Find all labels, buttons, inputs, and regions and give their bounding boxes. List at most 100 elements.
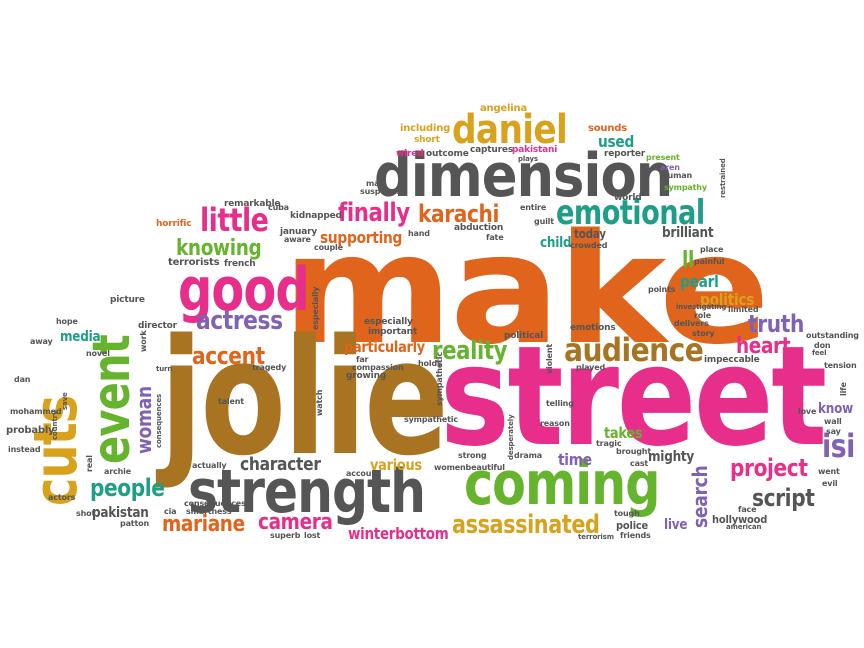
word-smartness: save bbox=[61, 392, 69, 410]
word-isi: isi bbox=[822, 427, 855, 465]
word-brilliant: brilliant bbox=[662, 225, 714, 241]
word-account: archie bbox=[104, 467, 131, 476]
word-fate: fate bbox=[486, 233, 504, 242]
word-today: today bbox=[574, 227, 606, 241]
word-holds: turn bbox=[156, 365, 173, 373]
word-reporter: reporter bbox=[604, 149, 646, 159]
word-investigating: consequences bbox=[184, 499, 246, 508]
word-terrorism: tough bbox=[614, 509, 640, 518]
word-political: emotions bbox=[570, 323, 616, 333]
word-watch: talent bbox=[218, 397, 244, 406]
word-supporting: supporting bbox=[320, 228, 403, 247]
word-little: little bbox=[200, 201, 269, 239]
word-jolie: jolie bbox=[160, 304, 449, 491]
word-particularly: particularly bbox=[344, 338, 425, 356]
word-crowded: crowded bbox=[570, 241, 608, 250]
word-archie: instead bbox=[8, 445, 41, 454]
word-takes: takes bbox=[604, 424, 643, 442]
word-aren: aren bbox=[660, 163, 680, 172]
word-time: time bbox=[558, 450, 592, 469]
word-feel: don bbox=[814, 341, 831, 350]
word-reason: sympathetic bbox=[404, 415, 458, 424]
word-child: child bbox=[540, 235, 572, 251]
word-reality: reality bbox=[432, 336, 508, 366]
word-telling: sympathetic bbox=[435, 352, 444, 406]
word-work: dan bbox=[14, 375, 31, 384]
word-strength: strength bbox=[188, 457, 426, 527]
word-kidnapped: kidnapped bbox=[290, 211, 342, 221]
word-police: police bbox=[616, 519, 649, 532]
word-womenbeautiful: strong bbox=[458, 451, 487, 460]
word-tough: superb bbox=[270, 531, 301, 540]
word-wired: wired bbox=[396, 149, 424, 159]
word-man: man bbox=[366, 179, 385, 188]
word-delivers: political bbox=[504, 331, 544, 341]
word-real: probably bbox=[6, 425, 55, 436]
word-portrays: restrained bbox=[719, 158, 727, 198]
word-painful: painful bbox=[694, 257, 725, 266]
word-far: work bbox=[139, 330, 148, 352]
word-superb: patton bbox=[120, 519, 150, 528]
word-aware: aware bbox=[284, 235, 311, 244]
word-actors: evil bbox=[822, 479, 838, 488]
word-guilt: guilt bbox=[534, 217, 554, 226]
word-love: reason bbox=[540, 419, 570, 428]
word-terrorists: terrorists bbox=[168, 257, 220, 268]
word-camera: camera bbox=[258, 510, 333, 535]
word-good: good bbox=[178, 255, 310, 325]
word-face: went bbox=[818, 467, 840, 476]
word-story: role bbox=[694, 311, 711, 320]
word-wall: life bbox=[839, 382, 848, 396]
word-job: plays bbox=[518, 155, 538, 163]
word-pakistani: pakistani bbox=[512, 145, 558, 155]
word-search: search bbox=[688, 465, 712, 528]
word-various: various bbox=[370, 456, 422, 474]
word-country: terrorism bbox=[578, 533, 614, 541]
word-place: place bbox=[700, 245, 724, 254]
word-couple: couple bbox=[314, 243, 343, 252]
word-people: people bbox=[90, 474, 165, 502]
word-actress: actress bbox=[196, 306, 283, 336]
word-added: investigating bbox=[676, 303, 727, 311]
word-picture: picture bbox=[110, 295, 145, 305]
word-french: french bbox=[224, 259, 256, 269]
word-patton: actors bbox=[48, 493, 76, 502]
word-mighty: mighty bbox=[648, 449, 695, 465]
word-character: character bbox=[240, 454, 321, 475]
word-tragedy: growing bbox=[346, 371, 387, 381]
word-restrained: smartness bbox=[186, 507, 232, 516]
word-tension: feel bbox=[812, 349, 827, 357]
word-coming: coming bbox=[464, 449, 660, 519]
word-knowing: knowing bbox=[176, 236, 262, 261]
word-street: street bbox=[440, 316, 827, 477]
word-karachi: karachi bbox=[418, 200, 499, 228]
word-brought: drama bbox=[514, 451, 543, 460]
word-politics: politics bbox=[700, 290, 755, 309]
word-ll: ll bbox=[682, 248, 694, 273]
word-used: used bbox=[598, 132, 635, 151]
word-strong: actually bbox=[192, 461, 227, 470]
word-sympathetic: watch bbox=[315, 389, 324, 416]
word-assassinated: assassinated bbox=[452, 510, 600, 540]
word-friends: lost bbox=[304, 531, 321, 540]
word-audience: audience bbox=[564, 331, 704, 369]
word-probably: wall bbox=[824, 417, 842, 426]
word-captures: captures bbox=[470, 145, 514, 155]
word-woman: woman bbox=[132, 386, 156, 454]
word-talent: mohammed bbox=[10, 407, 62, 416]
word-tragic: brought bbox=[616, 447, 651, 456]
word-instead: say bbox=[826, 427, 841, 436]
word-don: outstanding bbox=[806, 331, 859, 340]
word-cuba: cuba bbox=[268, 203, 289, 212]
word-say: love bbox=[798, 407, 817, 416]
word-save: american bbox=[726, 523, 762, 531]
word-growing: compassion bbox=[352, 363, 404, 372]
word-entire: entire bbox=[520, 203, 547, 212]
word-pakistan: pakistan bbox=[92, 505, 149, 521]
word-husband: desperately bbox=[507, 414, 515, 460]
word-suspense: suspense bbox=[360, 187, 401, 196]
word-mohammed: played bbox=[576, 363, 606, 372]
word-including: including bbox=[400, 123, 451, 134]
word-project: project bbox=[730, 454, 808, 482]
word-emotions: important bbox=[368, 327, 417, 337]
